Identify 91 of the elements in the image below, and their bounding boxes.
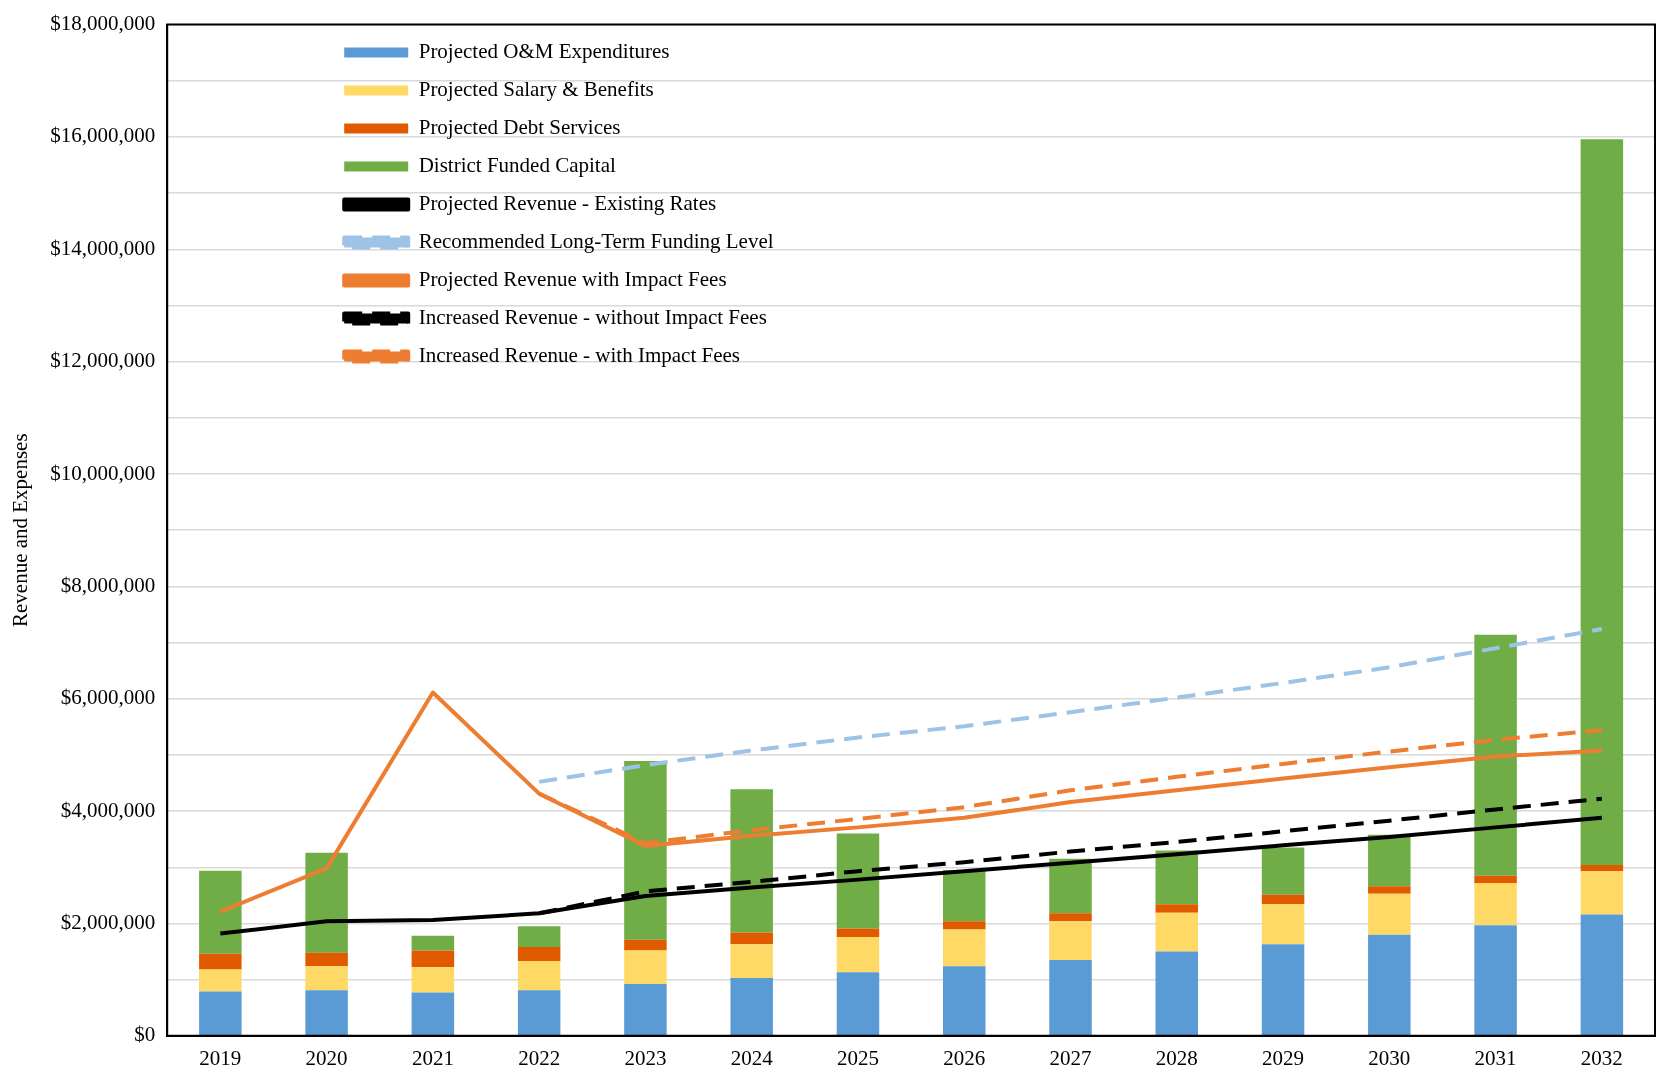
bar <box>1261 847 1305 895</box>
bar <box>730 932 773 945</box>
bar <box>305 952 348 967</box>
y-tick-label: $4,000,000 <box>60 797 156 822</box>
bar <box>942 921 986 930</box>
bar <box>305 990 348 1036</box>
bar <box>517 990 561 1036</box>
bar <box>1049 959 1092 1036</box>
bar <box>1368 886 1411 894</box>
legend-label: Projected Revenue - Existing Rates <box>418 191 717 216</box>
bar <box>624 984 667 1036</box>
bar <box>1474 634 1517 876</box>
x-tick-label: 2027 <box>1049 1045 1092 1070</box>
bar <box>836 936 880 973</box>
bar <box>1155 912 1199 952</box>
bar <box>517 947 561 962</box>
bar <box>836 972 880 1036</box>
bar <box>836 928 880 937</box>
x-tick-label: 2029 <box>1262 1045 1305 1070</box>
bar <box>517 926 561 948</box>
legend-label: Projected O&M Expenditures <box>418 39 670 64</box>
x-tick-label: 2030 <box>1368 1045 1411 1070</box>
x-tick-label: 2020 <box>305 1045 348 1070</box>
bar <box>411 935 455 951</box>
x-tick-label: 2024 <box>730 1045 774 1070</box>
x-tick-label: 2022 <box>518 1045 561 1070</box>
bar <box>1155 951 1199 1036</box>
bar <box>1261 904 1305 945</box>
x-tick-label: 2026 <box>943 1045 986 1070</box>
y-tick-label: $0 <box>134 1022 156 1047</box>
bar <box>1155 904 1199 913</box>
y-tick-label: $2,000,000 <box>60 909 156 934</box>
bar <box>1580 865 1624 872</box>
legend-label: Increased Revenue - without Impact Fees <box>418 305 767 330</box>
bar <box>1580 914 1624 1036</box>
y-tick-label: $8,000,000 <box>60 572 156 597</box>
y-tick-label: $18,000,000 <box>50 11 156 36</box>
bar <box>411 967 455 993</box>
bar <box>199 870 242 954</box>
bar <box>1049 858 1092 914</box>
bar <box>305 852 348 953</box>
x-tick-label: 2019 <box>199 1045 242 1070</box>
bar <box>942 966 986 1036</box>
bar <box>199 969 242 992</box>
bar <box>199 953 242 970</box>
x-tick-label: 2023 <box>624 1045 667 1070</box>
x-tick-label: 2021 <box>411 1045 454 1070</box>
bar <box>517 961 561 991</box>
line-series <box>537 627 1604 784</box>
x-tick-label: 2025 <box>836 1045 879 1070</box>
bar <box>624 950 667 985</box>
bar <box>1368 834 1411 887</box>
bar <box>411 950 455 968</box>
x-tick-label: 2032 <box>1580 1045 1623 1070</box>
legend-label: Recommended Long-Term Funding Level <box>418 229 774 254</box>
y-tick-label: $6,000,000 <box>60 685 156 710</box>
y-tick-label: $10,000,000 <box>50 460 156 485</box>
bar <box>1474 883 1517 926</box>
bar <box>730 977 773 1036</box>
bar <box>1261 944 1305 1036</box>
y-tick-label: $12,000,000 <box>50 348 156 373</box>
bar <box>1474 875 1517 883</box>
x-tick-label: 2031 <box>1474 1045 1517 1070</box>
bar <box>1049 921 1092 960</box>
bar <box>1368 893 1411 935</box>
y-axis-title: Revenue and Expenses <box>8 433 33 627</box>
x-tick-label: 2028 <box>1155 1045 1198 1070</box>
bar <box>942 870 986 922</box>
bar <box>1474 925 1517 1036</box>
bar <box>305 966 348 991</box>
bar <box>1368 934 1411 1036</box>
bar <box>942 929 986 967</box>
y-tick-label: $16,000,000 <box>50 123 156 148</box>
bar <box>1580 139 1624 866</box>
bar <box>836 833 880 929</box>
legend-label: Projected Revenue with Impact Fees <box>418 267 727 292</box>
bar <box>199 991 242 1036</box>
bar <box>730 789 773 933</box>
bar <box>1155 850 1199 905</box>
bar <box>624 939 667 951</box>
bar <box>411 992 455 1036</box>
bar <box>1049 913 1092 922</box>
y-tick-label: $14,000,000 <box>50 235 156 260</box>
legend-label: District Funded Capital <box>418 153 617 178</box>
legend-label: Increased Revenue - with Impact Fees <box>418 343 740 368</box>
bar <box>624 761 667 940</box>
bar <box>730 944 773 978</box>
legend-label: Projected Debt Services <box>418 115 621 140</box>
legend-label: Projected Salary & Benefits <box>418 77 654 102</box>
bar <box>1580 871 1624 915</box>
bar <box>1261 894 1305 905</box>
